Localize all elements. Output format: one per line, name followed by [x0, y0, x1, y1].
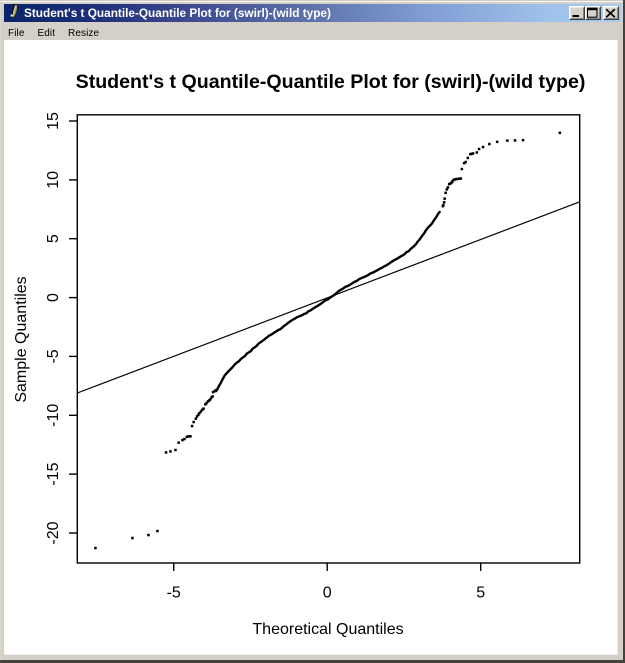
svg-text:-20: -20 [45, 521, 62, 544]
svg-text:Sample Quantiles: Sample Quantiles [13, 276, 30, 402]
svg-text:Theoretical Quantiles: Theoretical Quantiles [252, 621, 403, 638]
svg-text:10: 10 [45, 171, 62, 189]
svg-text:0: 0 [45, 293, 62, 302]
svg-text:-5: -5 [45, 349, 62, 363]
svg-text:5: 5 [476, 585, 485, 602]
svg-text:-5: -5 [167, 585, 181, 602]
svg-text:0: 0 [323, 585, 332, 602]
svg-text:15: 15 [45, 112, 62, 130]
svg-text:-10: -10 [45, 404, 62, 427]
svg-text:Student's t Quantile-Quantile: Student's t Quantile-Quantile Plot for (… [76, 71, 586, 93]
svg-text:5: 5 [45, 234, 62, 243]
svg-text:-15: -15 [45, 462, 62, 485]
